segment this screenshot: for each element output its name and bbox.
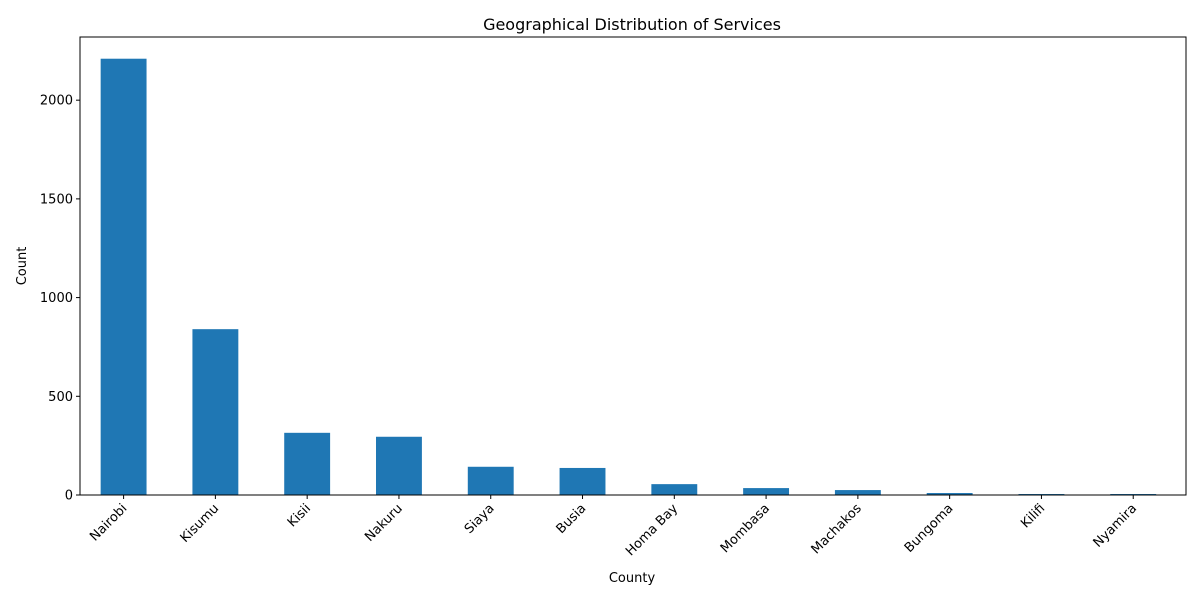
- x-axis-ticks: Nairobi Kisumu Kisii Nakuru Siaya Busia Homa B…: [87, 495, 1140, 559]
- bar-bungoma: [926, 493, 973, 495]
- bar-nairobi: [100, 58, 147, 496]
- y-tick-label: 500: [48, 390, 73, 405]
- x-tick-label: Mombasa: [718, 501, 773, 556]
- x-tick-label: Homa Bay: [623, 501, 681, 559]
- plot-frame: [79, 36, 1187, 496]
- bar-nakuru: [376, 436, 422, 495]
- bar-homa-bay: [651, 484, 698, 495]
- x-tick-label: Nakuru: [362, 501, 406, 545]
- bar-mombasa: [743, 488, 790, 495]
- y-tick-label: 2000: [40, 94, 73, 109]
- chart-title: Geographical Distribution of Services: [483, 15, 781, 34]
- x-axis-label: County: [609, 571, 656, 586]
- bars-group: [100, 58, 1157, 496]
- bar-kisii: [284, 432, 331, 495]
- y-tick-label: 1500: [40, 192, 73, 207]
- y-tick-label: 1000: [40, 291, 73, 306]
- bar-kisumu: [192, 329, 239, 495]
- x-tick-label: Kilifi: [1018, 501, 1048, 531]
- x-tick-label: Kisii: [285, 501, 314, 530]
- y-axis-ticks: 0 500 1000 1500 2000: [40, 94, 80, 504]
- x-tick-label: Machakos: [809, 501, 865, 557]
- bar-busia: [559, 467, 606, 495]
- bar-machakos: [834, 490, 881, 495]
- x-tick-label: Kisumu: [178, 501, 223, 546]
- bar-siaya: [467, 466, 514, 495]
- x-tick-label: Busia: [554, 501, 590, 537]
- x-tick-label: Nyamira: [1091, 501, 1140, 550]
- y-tick-label: 0: [65, 489, 73, 504]
- y-axis-label: Count: [15, 247, 30, 286]
- x-tick-label: Siaya: [462, 501, 498, 537]
- x-tick-label: Nairobi: [87, 501, 130, 544]
- x-tick-label: Bungoma: [902, 501, 957, 556]
